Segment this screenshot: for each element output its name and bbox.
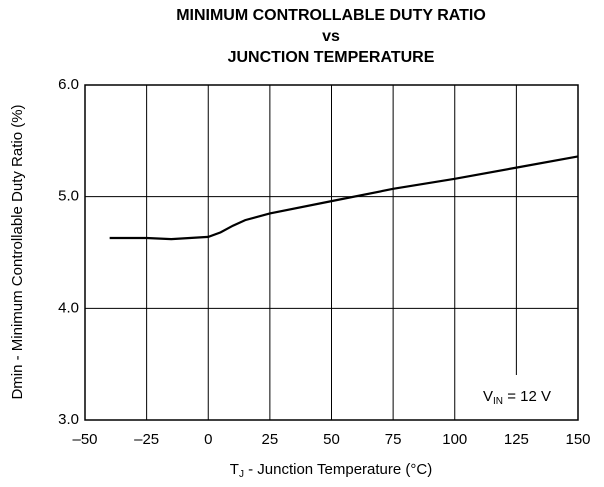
- x-axis-label-sub: J: [239, 469, 244, 480]
- x-axis-label: TJ - Junction Temperature (°C): [230, 461, 432, 480]
- x-tick-label: 125: [504, 431, 529, 448]
- y-tick-label: 3.0: [58, 411, 79, 428]
- y-tick-label: 4.0: [58, 299, 79, 316]
- annotation-sub: IN: [493, 396, 503, 407]
- x-tick-label: 75: [385, 431, 402, 448]
- annotation: VIN = 12 V: [483, 388, 551, 407]
- x-tick-label: –50: [72, 431, 97, 448]
- y-axis-label: Dmin - Minimum Controllable Duty Ratio (…: [9, 104, 26, 399]
- chart-title: JUNCTION TEMPERATURE: [228, 49, 435, 66]
- data-line: [109, 155, 579, 241]
- x-tick-label: –25: [134, 431, 159, 448]
- y-tick-label: 5.0: [58, 188, 79, 205]
- chart-title: vs: [322, 28, 340, 45]
- plot-border: [84, 84, 579, 421]
- chart-title: MINIMUM CONTROLLABLE DUTY RATIO: [176, 7, 486, 24]
- y-tick-label: 6.0: [58, 76, 79, 93]
- x-axis-label-main: T: [230, 461, 239, 478]
- x-tick-label: 25: [262, 431, 279, 448]
- x-axis-label-rest: - Junction Temperature (°C): [244, 461, 432, 478]
- annotation-text: V: [483, 388, 493, 405]
- x-tick-label: 50: [323, 431, 340, 448]
- x-tick-label: 0: [204, 431, 212, 448]
- annotation-box: [456, 375, 578, 420]
- x-tick-label: 150: [565, 431, 590, 448]
- x-tick-label: 100: [442, 431, 467, 448]
- annotation-rest: = 12 V: [503, 388, 551, 405]
